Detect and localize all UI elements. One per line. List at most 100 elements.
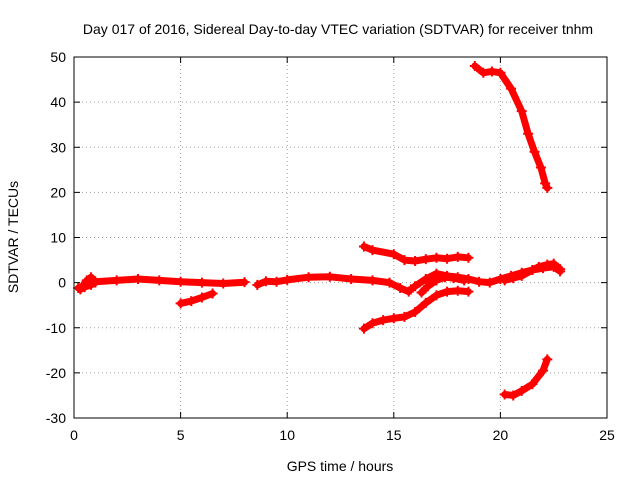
data-point bbox=[154, 275, 165, 286]
y-tick-label: 0 bbox=[58, 275, 66, 291]
data-point bbox=[542, 354, 553, 365]
data-point bbox=[79, 282, 90, 293]
data-track-line bbox=[177, 290, 217, 307]
y-tick-label: -30 bbox=[46, 410, 66, 426]
data-point bbox=[431, 275, 442, 286]
x-tick-label: 15 bbox=[386, 427, 402, 443]
data-point bbox=[399, 255, 410, 266]
data-point bbox=[463, 286, 474, 297]
data-point bbox=[533, 261, 544, 272]
data-point bbox=[495, 67, 506, 78]
data-point bbox=[555, 264, 566, 275]
data-point bbox=[431, 290, 442, 301]
data-point bbox=[420, 274, 431, 285]
x-tick-label: 25 bbox=[599, 427, 615, 443]
data-point bbox=[442, 253, 453, 264]
data-point bbox=[410, 306, 421, 317]
data-point bbox=[548, 258, 559, 269]
data-point bbox=[186, 296, 197, 307]
data-point bbox=[516, 270, 527, 281]
data-point bbox=[196, 292, 207, 303]
data-track-line bbox=[76, 279, 99, 293]
data-point bbox=[463, 252, 474, 263]
data-point bbox=[388, 313, 399, 324]
data-point bbox=[459, 275, 470, 286]
data-point bbox=[542, 182, 553, 193]
data-point bbox=[282, 274, 293, 285]
x-tick-label: 10 bbox=[279, 427, 295, 443]
axis-ticks: 0 5 10 15 20 25 -30 -20 -10 0 10 20 30 40 50 bbox=[46, 49, 615, 443]
data-point bbox=[416, 287, 427, 298]
data-point bbox=[474, 276, 485, 287]
data-track-line bbox=[360, 243, 472, 265]
data-point bbox=[484, 277, 495, 288]
data-point bbox=[529, 146, 540, 157]
data-track bbox=[252, 271, 414, 297]
data-track bbox=[499, 354, 553, 401]
plot-frame bbox=[73, 56, 608, 419]
data-point bbox=[399, 311, 410, 322]
data-point bbox=[420, 254, 431, 265]
x-tick-label: 20 bbox=[493, 427, 509, 443]
data-point bbox=[527, 379, 538, 390]
grid-lines bbox=[74, 57, 607, 418]
data-point bbox=[324, 271, 335, 282]
data-track bbox=[358, 285, 474, 334]
data-point bbox=[486, 66, 497, 77]
data-point bbox=[540, 178, 551, 189]
data-point bbox=[452, 285, 463, 296]
y-tick-label: 30 bbox=[50, 139, 66, 155]
data-points bbox=[73, 61, 566, 401]
data-point bbox=[420, 297, 431, 308]
data-point bbox=[252, 279, 263, 290]
y-tick-label: -20 bbox=[46, 365, 66, 381]
y-tick-label: -10 bbox=[46, 320, 66, 336]
data-point bbox=[506, 83, 517, 94]
data-point bbox=[469, 61, 480, 72]
data-point bbox=[410, 255, 421, 266]
data-point bbox=[535, 162, 546, 173]
data-point bbox=[367, 245, 378, 256]
data-point bbox=[367, 318, 378, 329]
data-point bbox=[175, 276, 186, 287]
x-tick-label: 0 bbox=[70, 427, 78, 443]
data-point bbox=[508, 273, 519, 284]
data-point bbox=[523, 128, 534, 139]
data-point bbox=[175, 298, 186, 309]
data-point bbox=[508, 390, 519, 401]
data-track-line bbox=[253, 273, 413, 296]
data-point bbox=[448, 273, 459, 284]
data-point bbox=[384, 277, 395, 288]
data-track bbox=[358, 241, 474, 266]
data-point bbox=[90, 277, 101, 288]
data-point bbox=[388, 249, 399, 260]
data-point bbox=[527, 264, 538, 275]
data-point bbox=[452, 251, 463, 262]
data-point bbox=[271, 276, 282, 287]
data-track-line bbox=[360, 287, 472, 333]
data-point bbox=[439, 272, 450, 283]
data-point bbox=[367, 275, 378, 286]
y-tick-label: 40 bbox=[50, 94, 66, 110]
data-point bbox=[358, 323, 369, 334]
x-tick-label: 5 bbox=[177, 427, 185, 443]
data-track bbox=[75, 277, 101, 295]
data-point bbox=[431, 252, 442, 263]
y-tick-label: 50 bbox=[50, 49, 66, 65]
y-tick-label: 20 bbox=[50, 184, 66, 200]
data-point bbox=[538, 365, 549, 376]
data-point bbox=[499, 389, 510, 400]
data-track bbox=[175, 288, 218, 309]
data-point bbox=[239, 277, 250, 288]
data-point bbox=[378, 315, 389, 326]
data-track bbox=[416, 272, 470, 298]
data-point bbox=[358, 241, 369, 252]
data-point bbox=[218, 278, 229, 289]
data-point bbox=[422, 281, 433, 292]
data-point bbox=[260, 276, 271, 287]
data-point bbox=[207, 288, 218, 299]
data-point bbox=[395, 283, 406, 294]
data-track bbox=[469, 61, 553, 193]
chart-title: Day 017 of 2016, Sidereal Day-to-day VTE… bbox=[83, 21, 593, 37]
data-point bbox=[516, 106, 527, 117]
